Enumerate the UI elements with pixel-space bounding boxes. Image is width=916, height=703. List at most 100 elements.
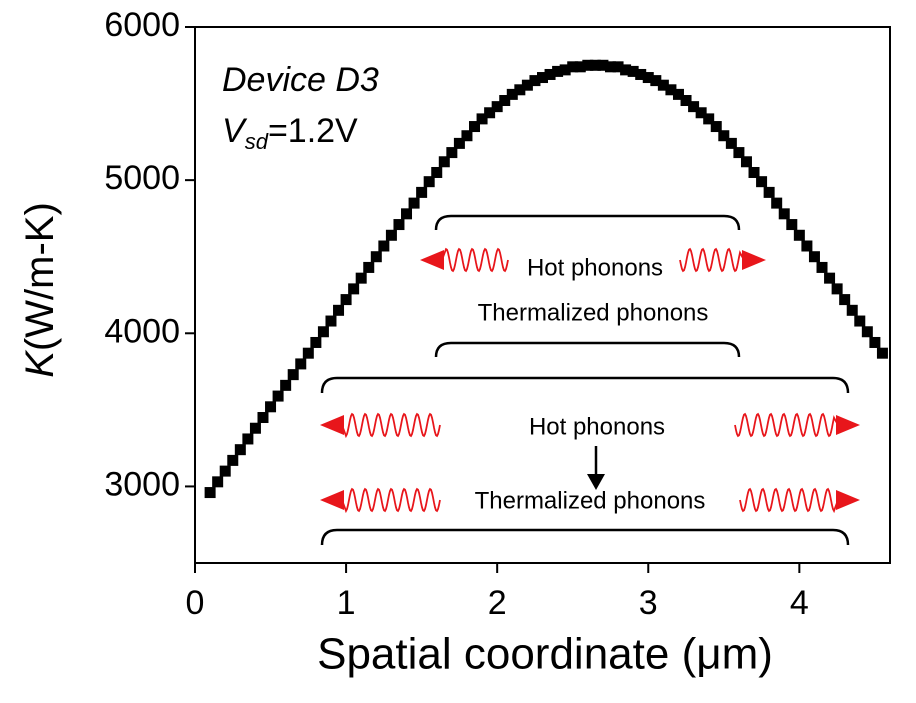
data-point bbox=[552, 65, 564, 77]
x-axis-title: Spatial coordinate (μm) bbox=[317, 630, 773, 679]
data-point bbox=[627, 65, 639, 77]
data-point bbox=[521, 79, 533, 91]
data-point bbox=[234, 444, 246, 456]
data-point bbox=[310, 336, 322, 348]
data-point bbox=[514, 84, 526, 96]
phonon-wave bbox=[739, 487, 839, 514]
annotation: Thermalized phonons bbox=[478, 299, 709, 326]
data-point bbox=[801, 240, 813, 252]
phonon-wave bbox=[679, 247, 745, 273]
brace bbox=[320, 376, 850, 394]
data-point bbox=[672, 88, 684, 100]
plot-frame bbox=[194, 26, 891, 564]
device-label: Device D3 bbox=[222, 61, 379, 99]
data-point bbox=[574, 61, 586, 73]
data-point bbox=[385, 229, 397, 241]
data-point bbox=[876, 347, 888, 359]
data-point bbox=[710, 121, 722, 133]
data-point bbox=[688, 101, 700, 113]
data-point bbox=[778, 208, 790, 220]
data-point bbox=[257, 412, 269, 424]
data-point bbox=[295, 358, 307, 370]
data-point bbox=[499, 95, 511, 107]
data-point bbox=[869, 336, 881, 348]
data-point bbox=[642, 72, 654, 84]
brace bbox=[320, 528, 850, 546]
data-point bbox=[808, 251, 820, 263]
annotation: Thermalized phonons bbox=[475, 487, 706, 514]
y-tick-label: 4000 bbox=[104, 312, 180, 350]
data-point bbox=[771, 197, 783, 209]
data-point bbox=[219, 465, 231, 477]
data-point bbox=[317, 326, 329, 338]
data-point bbox=[733, 147, 745, 159]
data-point bbox=[740, 156, 752, 168]
x-tick-label: 1 bbox=[337, 584, 356, 622]
data-point bbox=[816, 261, 828, 273]
data-point bbox=[249, 422, 261, 434]
y-tick-label: 6000 bbox=[104, 6, 180, 44]
data-point bbox=[665, 84, 677, 96]
data-point bbox=[348, 283, 360, 295]
data-point bbox=[831, 283, 843, 295]
data-point bbox=[718, 130, 730, 142]
phonon-arrow-head bbox=[742, 250, 766, 270]
data-point bbox=[423, 176, 435, 188]
data-point bbox=[325, 315, 337, 327]
data-point bbox=[476, 113, 488, 125]
phonon-wave bbox=[341, 412, 441, 439]
data-point bbox=[854, 315, 866, 327]
y-axis-title: K(W/m-K) bbox=[18, 202, 62, 378]
data-point bbox=[695, 107, 707, 119]
phonon-wave bbox=[734, 412, 839, 438]
bias-subscript: sd bbox=[245, 129, 269, 154]
data-point bbox=[537, 72, 548, 84]
data-point bbox=[287, 369, 299, 381]
annotation: Hot phonons bbox=[529, 413, 665, 440]
data-point bbox=[763, 186, 775, 198]
data-point bbox=[604, 61, 616, 73]
data-point bbox=[363, 261, 375, 273]
x-tick-label: 4 bbox=[790, 584, 809, 622]
phonon-arrow-head bbox=[836, 415, 860, 435]
data-point bbox=[408, 197, 420, 209]
y-axis-unit: (W/m-K) bbox=[18, 202, 62, 351]
data-point bbox=[461, 130, 473, 142]
data-point bbox=[416, 186, 428, 198]
data-point bbox=[793, 229, 805, 241]
data-point bbox=[446, 147, 458, 159]
data-point bbox=[839, 294, 851, 306]
data-point bbox=[393, 219, 405, 231]
data-point bbox=[227, 454, 239, 466]
data-point bbox=[204, 487, 216, 499]
data-point bbox=[612, 61, 624, 73]
data-point bbox=[469, 121, 481, 133]
data-point bbox=[272, 390, 284, 402]
data-point bbox=[280, 379, 292, 391]
data-point bbox=[657, 79, 669, 91]
data-point bbox=[431, 166, 443, 178]
bias-value: =1.2V bbox=[268, 112, 358, 150]
data-point bbox=[725, 137, 737, 149]
data-point bbox=[559, 64, 571, 76]
data-point bbox=[453, 137, 465, 149]
phonon-arrow-head bbox=[836, 490, 860, 510]
x-tick-label: 3 bbox=[639, 584, 658, 622]
data-point bbox=[597, 59, 609, 71]
data-point bbox=[242, 433, 254, 445]
brace bbox=[434, 214, 741, 231]
data-point bbox=[567, 61, 579, 73]
y-tick-label: 5000 bbox=[104, 159, 180, 197]
data-point bbox=[212, 476, 224, 488]
phonon-wave bbox=[341, 487, 441, 514]
y-axis-symbol: K bbox=[18, 349, 62, 378]
data-point bbox=[650, 75, 662, 87]
data-point bbox=[265, 401, 277, 413]
data-point bbox=[529, 75, 541, 87]
data-point bbox=[491, 101, 503, 113]
data-point bbox=[756, 176, 768, 188]
data-point bbox=[401, 208, 413, 220]
data-point bbox=[438, 156, 450, 168]
data-point bbox=[748, 166, 760, 178]
